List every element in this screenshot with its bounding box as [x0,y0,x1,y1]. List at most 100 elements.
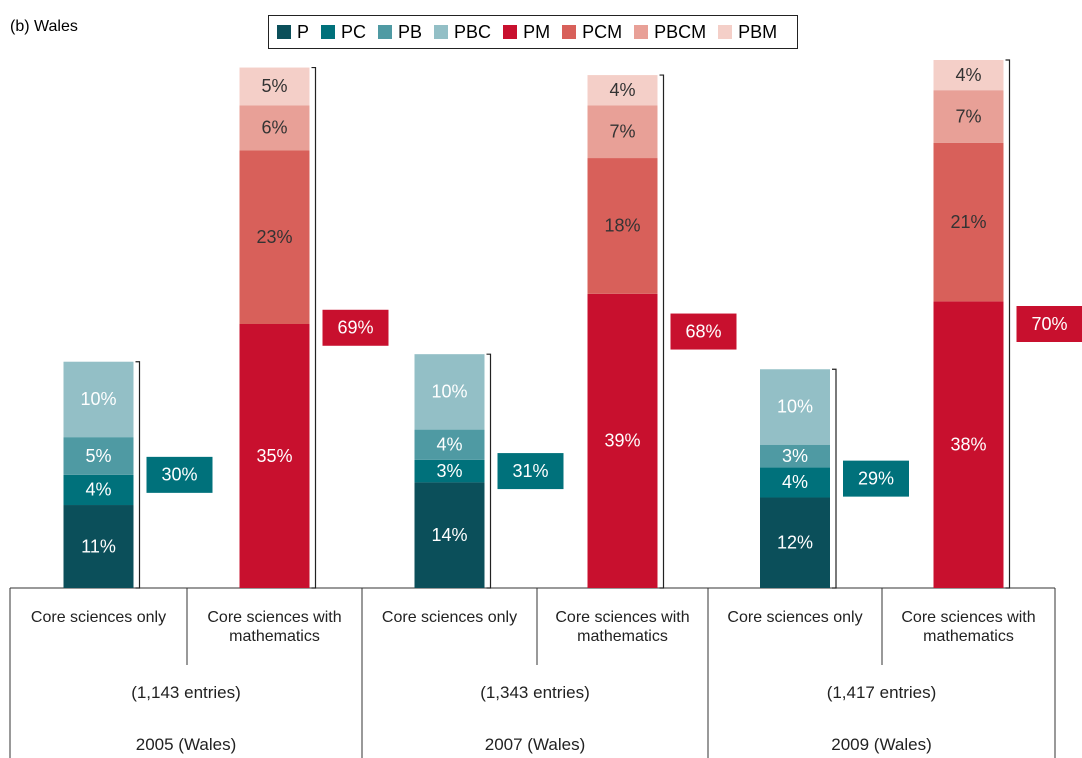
legend-label: PM [523,21,551,42]
total-label: 31% [512,461,548,481]
total-label: 30% [161,465,197,485]
bar-label: 10% [80,389,116,409]
bar-segment [239,150,310,324]
bar-segment [63,505,134,588]
legend-item: P [277,22,309,43]
legend-label: PBCM [654,21,707,42]
legend: P PC PB PBC PM PCM PBCM PBM [268,15,799,49]
legend-swatch [718,25,733,39]
legend-swatch [562,25,577,39]
bar-segment [63,474,134,506]
total-label: 68% [685,321,721,341]
x-tick-label: Core sciences only [381,609,518,626]
legend-label: P [297,21,310,42]
x-tick-label: Core sciences with mathematics [901,609,1036,645]
legend-swatch [634,25,649,39]
bar-segment [933,90,1004,143]
group-label: 2007 (Wales) [484,735,586,754]
bar-segment [239,324,310,588]
table-lines [9,587,1056,758]
bar-label: 4% [85,480,111,500]
legend-item: PC [321,22,366,43]
bar-segment [933,142,1004,302]
x-tick-label: Core sciences only [727,609,863,626]
bar-label: 38% [950,434,986,454]
bar-label: 6% [261,118,287,138]
bar-label: 5% [85,446,111,466]
legend-label: PBM [738,21,778,42]
chart-title: (b) Wales [10,18,78,35]
bar-label: 4% [955,65,981,85]
bar-label: 21% [950,212,986,232]
bar-label: 4% [436,434,462,454]
bar-label: 11% [81,536,116,556]
legend-label: PBC [454,21,492,42]
total-label: 29% [858,468,894,488]
group-entries: (1,143 entries) [131,683,241,702]
bar-label: 7% [955,106,981,126]
bar-segment [414,429,485,460]
bar-label: 35% [256,446,292,466]
group-entries: (1,343 entries) [480,683,590,702]
bracket [1005,59,1011,589]
bar-label: 12% [777,532,813,552]
bar-label: 5% [261,76,287,96]
group-label: 2009 (Wales) [831,735,932,754]
legend-item: PB [378,22,422,43]
total-box [497,453,564,490]
legend-item: PM [503,22,550,43]
bar-label: 23% [256,227,292,247]
bracket [832,368,837,589]
bar-label: 14% [431,525,467,545]
bar-label: 3% [436,461,462,481]
bar-segment [414,354,485,430]
legend-swatch [434,25,449,39]
total-box [322,309,389,346]
bar-segment [933,60,1004,91]
bar-segment [63,437,134,475]
x-tick-label: Core sciences with mathematics [207,609,342,645]
total-box [670,313,737,350]
bar-label: 4% [609,80,635,100]
bar-label: 18% [604,216,640,236]
legend-item: PBC [434,22,491,43]
legend-swatch [277,25,291,39]
bar-label: 10% [777,397,813,417]
bar-segment [760,369,830,445]
bar-segment [587,293,658,588]
total-label: 69% [337,318,373,338]
total-box [1016,306,1082,342]
group-entries: (1,417 entries) [826,683,937,702]
bracket [311,66,317,589]
total-box [843,460,909,497]
bar-segment [239,67,310,106]
bracket [486,353,492,589]
legend-swatch [321,25,336,39]
bar-label: 4% [782,472,808,492]
bracket [135,361,141,589]
legend-swatch [378,25,393,39]
legend-item: PCM [562,22,622,43]
bar-segment [760,497,830,588]
legend-item: PBM [718,22,777,43]
bar-label: 3% [782,446,808,466]
bar-segment [587,105,658,159]
bar-label: 39% [604,431,640,451]
bar-segment [933,301,1004,588]
total-label: 70% [1031,314,1067,334]
bar-label: 7% [609,121,635,141]
bar-segment [414,482,485,588]
legend-item: PBCM [634,22,706,43]
legend-label: PB [398,21,423,42]
legend-label: PCM [582,21,623,42]
x-tick-label: Core sciences with mathematics [555,609,690,645]
bar-segment [63,361,134,438]
bar-segment [587,158,658,294]
bar-segment [414,459,485,483]
group-label: 2005 (Wales) [135,735,237,754]
bracket [659,74,665,589]
bar-segment [760,444,830,468]
bar-segment [239,105,310,151]
